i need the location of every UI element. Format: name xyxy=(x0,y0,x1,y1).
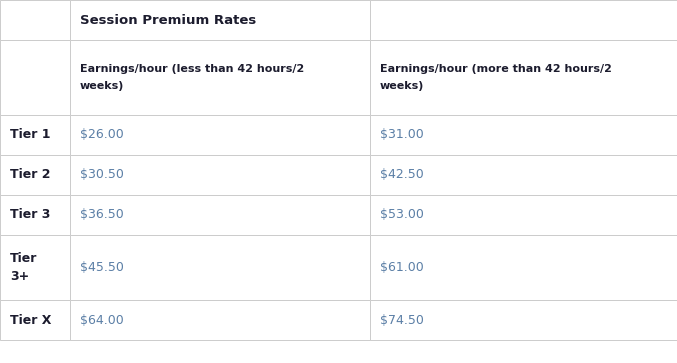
Bar xyxy=(70,300,370,340)
Text: $42.50: $42.50 xyxy=(380,168,424,182)
Bar xyxy=(0,0,70,40)
Bar xyxy=(70,195,370,235)
Bar xyxy=(370,195,677,235)
Bar xyxy=(370,155,677,195)
Bar xyxy=(0,195,70,235)
Bar xyxy=(370,0,677,40)
Bar xyxy=(70,235,370,300)
Bar xyxy=(370,40,677,115)
Text: $61.00: $61.00 xyxy=(380,261,424,274)
Bar xyxy=(0,300,70,340)
Bar xyxy=(370,300,677,340)
Text: Tier 2: Tier 2 xyxy=(10,168,51,182)
Text: Tier 3: Tier 3 xyxy=(10,208,50,221)
Text: $30.50: $30.50 xyxy=(80,168,124,182)
Bar xyxy=(0,40,70,115)
Bar xyxy=(70,155,370,195)
Bar xyxy=(370,235,677,300)
Text: $74.50: $74.50 xyxy=(380,314,424,326)
Text: $36.50: $36.50 xyxy=(80,208,124,221)
Text: Tier X: Tier X xyxy=(10,314,51,326)
Bar xyxy=(70,115,370,155)
Text: $64.00: $64.00 xyxy=(80,314,124,326)
Text: Tier
3+: Tier 3+ xyxy=(10,252,37,283)
Bar xyxy=(0,155,70,195)
Bar xyxy=(370,115,677,155)
Text: Session Premium Rates: Session Premium Rates xyxy=(80,13,257,26)
Text: $53.00: $53.00 xyxy=(380,208,424,221)
Bar xyxy=(0,115,70,155)
Text: $45.50: $45.50 xyxy=(80,261,124,274)
Bar xyxy=(0,235,70,300)
Text: Tier 1: Tier 1 xyxy=(10,129,51,142)
Bar xyxy=(70,40,370,115)
Bar xyxy=(70,0,370,40)
Text: $26.00: $26.00 xyxy=(80,129,124,142)
Text: Earnings/hour (more than 42 hours/2
weeks): Earnings/hour (more than 42 hours/2 week… xyxy=(380,64,612,91)
Text: Earnings/hour (less than 42 hours/2
weeks): Earnings/hour (less than 42 hours/2 week… xyxy=(80,64,304,91)
Text: $31.00: $31.00 xyxy=(380,129,424,142)
